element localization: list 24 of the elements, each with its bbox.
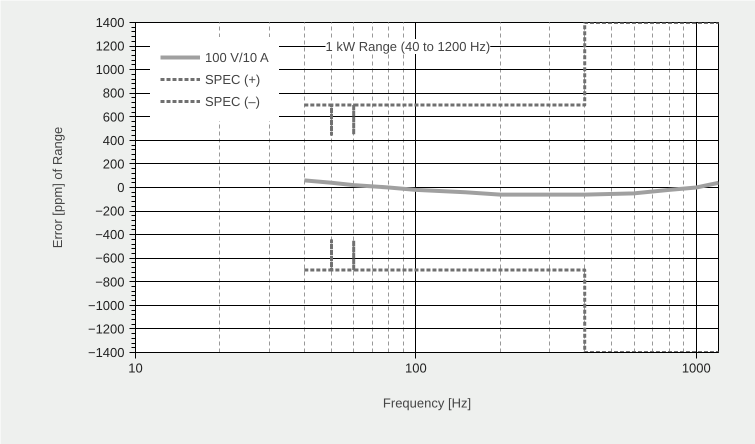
y-tick-label: 1400 — [96, 15, 124, 30]
x-axis-title: Frequency [Hz] — [382, 396, 472, 410]
y-tick-label: −400 — [95, 227, 125, 242]
y-axis-title: Error [ppm] of Range — [50, 126, 65, 248]
y-tick-label: −200 — [95, 204, 125, 219]
y-tick-label: 800 — [102, 86, 125, 101]
y-tick-label: −600 — [95, 250, 125, 266]
y-tick-label: −1400 — [88, 345, 125, 360]
x-tick-label: 100 — [405, 360, 427, 376]
legend-label: SPEC (+) — [205, 72, 260, 86]
x-tick-label: 10 — [128, 360, 143, 376]
y-tick-label: 1000 — [96, 62, 124, 78]
y-tick-label: 1200 — [96, 38, 124, 54]
y-tick-label: −1200 — [88, 321, 125, 336]
legend-label: SPEC (–) — [205, 94, 260, 108]
y-tick-label: −800 — [95, 274, 125, 290]
y-tick-label: 400 — [102, 132, 125, 148]
y-tick-label: 0 — [117, 180, 125, 195]
x-tick-label: 1000 — [682, 360, 711, 376]
y-tick-label: 600 — [102, 109, 125, 124]
y-tick-label: −1000 — [88, 298, 125, 313]
y-tick-label: 200 — [102, 156, 125, 172]
annotation: 1 kW Range (40 to 1200 Hz) — [326, 39, 490, 54]
legend-label: 100 V/10 A — [205, 50, 269, 64]
